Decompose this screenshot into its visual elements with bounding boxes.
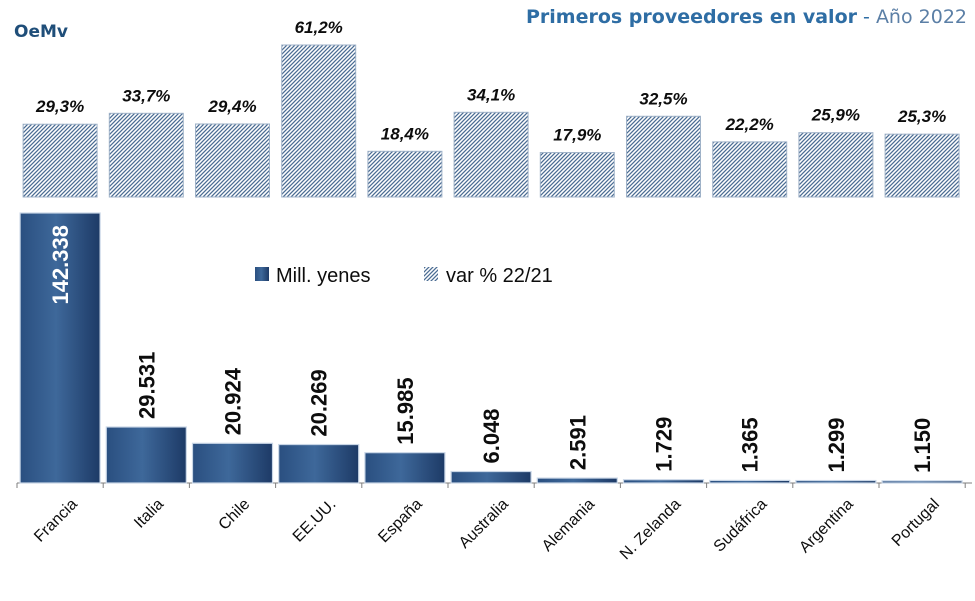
value-label: 1.365 bbox=[738, 417, 763, 472]
pct-label: 33,7% bbox=[122, 86, 170, 105]
value-label: 1.729 bbox=[652, 417, 677, 472]
chart-title-year: Año 2022 bbox=[875, 6, 967, 28]
pct-bar bbox=[712, 141, 788, 198]
value-label: 20.924 bbox=[221, 367, 246, 435]
pct-bar bbox=[195, 123, 270, 198]
pct-label: 17,9% bbox=[553, 126, 601, 145]
pct-bar bbox=[626, 115, 701, 198]
category-label: Francia bbox=[31, 496, 81, 546]
pct-bar bbox=[22, 123, 98, 198]
value-label: 1.150 bbox=[910, 418, 935, 473]
value-label: 142.338 bbox=[48, 225, 73, 305]
pct-label: 61,2% bbox=[295, 18, 343, 37]
value-label: 29.531 bbox=[134, 352, 159, 419]
value-bar bbox=[622, 479, 705, 484]
pct-bar bbox=[108, 112, 184, 198]
value-label: 2.591 bbox=[565, 415, 590, 470]
category-label: Italia bbox=[131, 496, 167, 532]
pct-label: 25,9% bbox=[811, 106, 860, 125]
pct-bar bbox=[453, 111, 529, 198]
value-bar bbox=[364, 452, 446, 484]
category-label: Chile bbox=[216, 496, 254, 534]
pct-label: 34,1% bbox=[467, 85, 515, 104]
pct-bar bbox=[281, 44, 357, 198]
pct-label: 22,2% bbox=[725, 115, 774, 134]
category-label: Sudáfrica bbox=[711, 496, 771, 556]
value-label: 6.048 bbox=[479, 408, 504, 463]
category-label: Argentina bbox=[796, 496, 857, 557]
chart-title-sep: - bbox=[857, 6, 876, 28]
pct-label: 32,5% bbox=[639, 89, 687, 108]
category-label: EE.UU. bbox=[290, 496, 340, 546]
chart-title-main: Primeros proveedores en valor bbox=[525, 6, 857, 28]
legend: Mill. yenes var % 22/21 bbox=[255, 265, 553, 287]
category-label: Portugal bbox=[889, 496, 943, 550]
pct-label: 29,3% bbox=[35, 97, 84, 116]
value-bar bbox=[450, 470, 532, 484]
pct-label: 25,3% bbox=[897, 107, 946, 126]
value-label: 1.299 bbox=[824, 417, 849, 472]
category-label: N. Zelanda bbox=[617, 496, 684, 563]
value-label: 20.269 bbox=[307, 369, 332, 436]
legend-swatch-value bbox=[255, 267, 269, 281]
value-bar bbox=[795, 479, 877, 484]
value-bar bbox=[881, 480, 963, 484]
pct-bar bbox=[798, 132, 874, 198]
legend-swatch-pct bbox=[424, 267, 438, 281]
pct-bar bbox=[884, 133, 960, 198]
value-bar bbox=[278, 443, 360, 484]
pct-label: 18,4% bbox=[381, 124, 429, 143]
pct-bar bbox=[539, 152, 615, 198]
category-label: Australia bbox=[456, 496, 512, 552]
pct-bar bbox=[367, 150, 443, 198]
value-bar bbox=[105, 426, 187, 484]
legend-label-pct: var % 22/21 bbox=[446, 265, 553, 287]
pct-label: 29,4% bbox=[207, 97, 256, 116]
legend-label-value: Mill. yenes bbox=[276, 265, 370, 287]
value-bar bbox=[536, 477, 618, 484]
category-label: Alemania bbox=[539, 496, 598, 555]
value-label: 15.985 bbox=[393, 377, 418, 444]
value-bar bbox=[191, 442, 274, 484]
org-label: OeMv bbox=[14, 22, 68, 42]
category-label: España bbox=[375, 496, 425, 546]
chart-title: Primeros proveedores en valor - Año 2022 bbox=[526, 6, 967, 28]
value-bar bbox=[19, 212, 101, 484]
value-bar bbox=[709, 479, 791, 484]
